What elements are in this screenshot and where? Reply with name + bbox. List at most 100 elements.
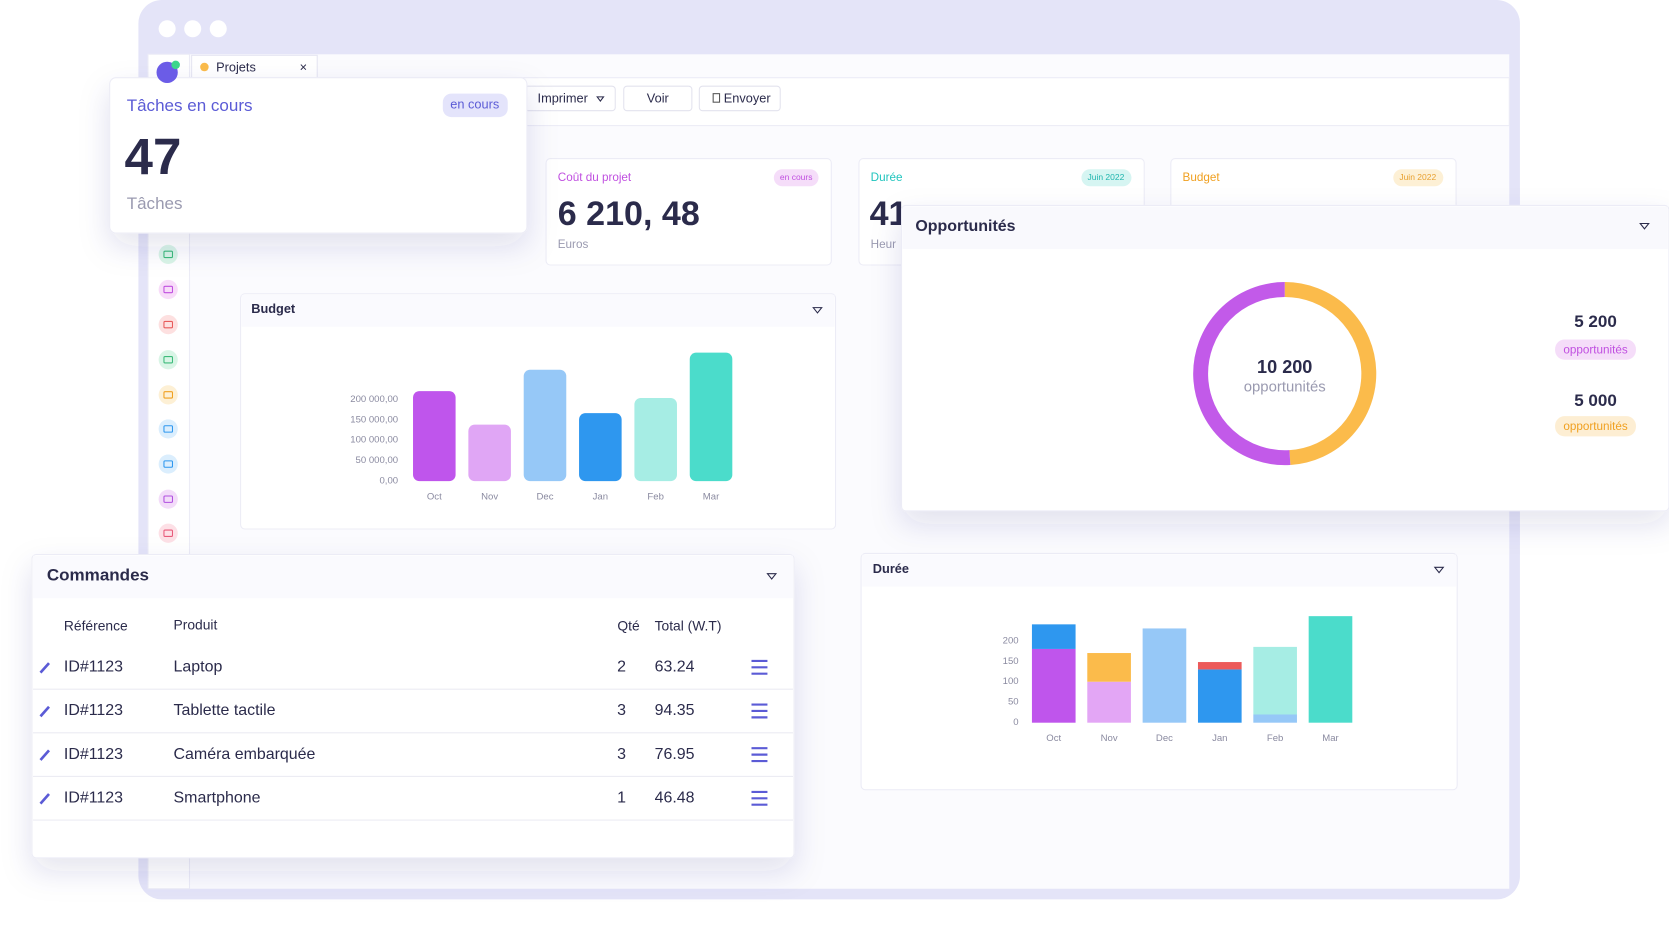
cell: ID#1123 [64,746,123,763]
y-tick-label: 200 000,00 [350,394,398,405]
send-icon [712,93,721,103]
kpi-caption: Euros [558,238,589,251]
x-tick-label: Dec [1156,733,1173,744]
y-tick-label: 150 000,00 [350,414,398,425]
legend-pill [1555,416,1636,437]
kpi-badge: Juin 2022 [1399,172,1436,182]
budget-chart: 0,00 50 000,00 100 000,00 150 000,00 200 000… [350,352,733,503]
legend-pill [1555,339,1636,360]
donut-total: 10 200 [1257,357,1312,377]
nav-glyph [163,495,174,503]
y-tick-label: 0 [1013,717,1018,728]
edit-icon[interactable] [39,749,51,761]
kpi-badge: en cours [780,172,813,182]
panel-toggle[interactable] [766,573,778,580]
kpi-title: Durée [871,171,903,184]
donut-segment [1284,282,1377,465]
status-dot [171,60,180,70]
bar-segment [1142,628,1187,723]
button-label[interactable]: Envoyer [724,90,772,105]
legend-caption: opportunités [1563,420,1627,433]
bar-segment [1197,669,1242,723]
donut-caption: opportunités [1244,379,1326,395]
button-label[interactable]: Voir [647,90,670,105]
tab-close[interactable]: × [300,59,307,74]
kpi-title: Coût du projet [558,171,632,184]
bar-segment [1253,646,1297,715]
panel-title: Durée [873,561,909,576]
cell: 63.24 [655,659,695,676]
kpi-title: Budget [1183,171,1221,184]
nav-icon[interactable] [158,385,178,405]
sidebar-icons [158,244,178,543]
nav-icon[interactable] [158,315,178,335]
tab-label[interactable]: Projets [216,59,256,74]
legend-caption: opportunités [1563,343,1627,356]
nav-glyph [163,356,174,364]
button[interactable] [623,85,693,112]
bar [579,413,622,482]
x-tick-label: Oct [1046,733,1061,744]
cell: 1 [617,789,626,806]
tab-icon [200,62,209,72]
nav-icon[interactable] [158,350,178,370]
y-tick-label: 50 000,00 [356,455,399,466]
legend-value: 5 200 [1574,312,1617,331]
button[interactable] [698,85,781,112]
y-tick-label: 100 000,00 [350,435,398,446]
orders-panel: Commandes Référence Produit Qté Total (W… [31,553,795,859]
nav-icon[interactable] [158,244,178,264]
nav-glyph [163,529,174,537]
x-tick-label: Nov [1101,733,1118,744]
orders-rows: ID#1123 Laptop 2 63.24 ID#1123 Tablette tacti… [33,659,793,821]
panel-toggle[interactable] [1433,566,1445,574]
nav-icon[interactable] [158,489,178,509]
duration-chart: 0 50 100 150 200 Oct Nov Dec Jan Feb Mar [1003,616,1353,744]
nav-glyph [163,425,174,433]
bar [689,352,733,482]
legend-value: 5 000 [1574,391,1617,410]
window-dot [209,20,227,38]
panel-title: Commandes [47,565,149,584]
task-badge: en cours [450,97,499,112]
task-caption: Tâches [127,194,183,213]
y-tick-label: 100 [1003,676,1019,687]
y-tick-label: 200 [1003,635,1019,646]
cell: 76.95 [655,746,695,763]
edit-icon[interactable] [39,662,51,674]
nav-icon[interactable] [158,419,178,439]
x-tick-label: Oct [427,492,442,503]
nav-glyph [163,391,174,399]
cell: 46.48 [655,789,695,806]
panel-title: Budget [251,301,296,316]
kpi-value: 6 210, 48 [558,195,700,233]
y-tick-label: 50 [1008,697,1019,708]
cell: 2 [617,659,626,676]
panel-toggle[interactable] [812,307,823,314]
cell: ID#1123 [64,659,123,676]
kpi-caption: Heur [871,238,896,251]
edit-icon[interactable] [39,793,51,805]
x-tick-label: Dec [536,492,553,503]
nav-glyph [163,320,174,329]
column-header: Qté [617,618,640,634]
button-label[interactable]: Imprimer [538,90,589,105]
kpi-badge: Juin 2022 [1087,172,1124,182]
cell: Laptop [174,659,223,676]
bar-segment [1253,714,1297,723]
nav-glyph [163,250,174,259]
cell: Tablette tactile [174,702,276,719]
bar-segment [1197,662,1242,670]
nav-glyph [163,285,174,294]
cell: ID#1123 [64,702,123,719]
task-value: 47 [125,128,182,185]
task-card: Tâches en cours en cours 47 Tâches [109,77,528,234]
window-dot [158,20,176,38]
nav-icon[interactable] [158,454,178,474]
nav-icon[interactable] [158,523,178,543]
nav-icon[interactable] [158,279,178,300]
task-title: Tâches en cours [127,96,253,115]
edit-icon[interactable] [39,705,51,718]
panel-toggle[interactable] [1639,222,1650,230]
